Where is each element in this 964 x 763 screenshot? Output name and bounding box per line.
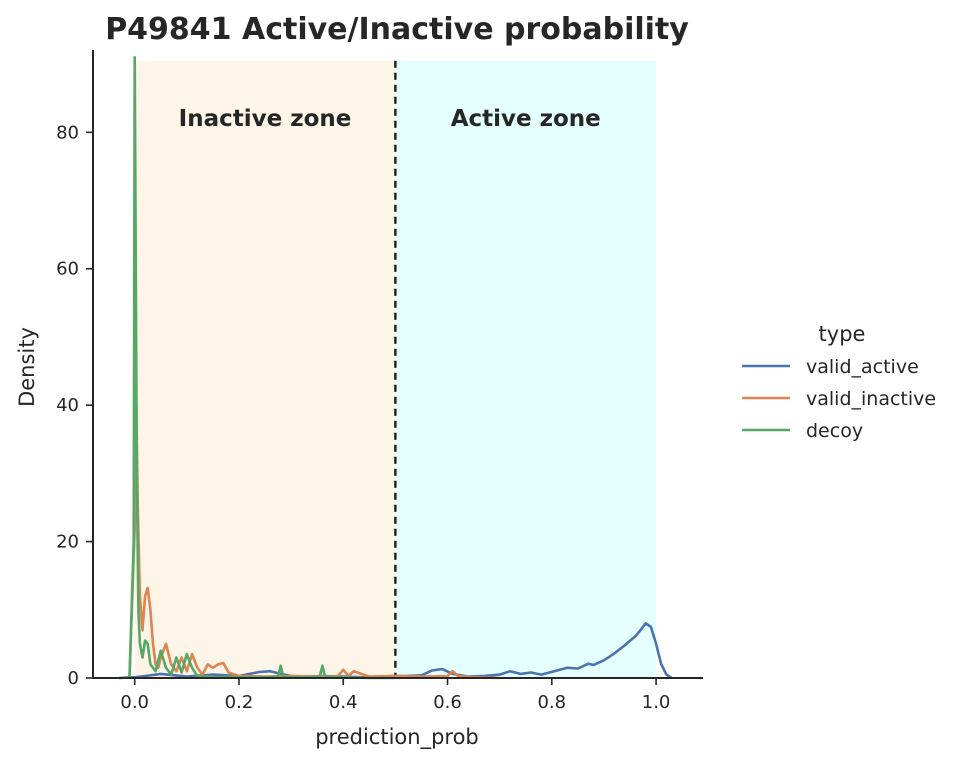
- y-tick-label: 20: [56, 532, 79, 553]
- x-tick-label: 0.2: [225, 692, 254, 713]
- x-axis-label: prediction_prob: [315, 725, 479, 750]
- zone-inactive: [134, 60, 396, 678]
- zones-layer: [134, 60, 657, 678]
- x-ticks: 0.0 0.2 0.4 0.6 0.8 1.0: [120, 678, 670, 713]
- zone-active: [395, 60, 657, 678]
- x-tick-label: 0.4: [329, 692, 358, 713]
- y-axis-label: Density: [15, 327, 39, 407]
- chart-title: P49841 Active/Inactive probability: [105, 12, 689, 47]
- y-tick-label: 40: [56, 395, 79, 416]
- x-tick-label: 1.0: [642, 692, 671, 713]
- y-tick-label: 0: [68, 668, 79, 689]
- legend-label-valid-active: valid_active: [806, 356, 919, 378]
- series-valid-inactive: [128, 366, 500, 680]
- x-tick-label: 0.6: [433, 692, 462, 713]
- zone-label-inactive: Inactive zone: [179, 106, 352, 132]
- x-tick-label: 0.0: [120, 692, 149, 713]
- zone-label-active: Active zone: [451, 106, 601, 132]
- y-ticks: 0 20 40 60 80: [56, 122, 93, 689]
- legend-label-valid-inactive: valid_inactive: [806, 388, 936, 410]
- legend-title: type: [819, 322, 866, 346]
- axes-layer: [92, 50, 703, 679]
- y-tick-label: 80: [56, 122, 79, 143]
- legend-label-decoy: decoy: [806, 420, 863, 442]
- x-tick-label: 0.8: [537, 692, 566, 713]
- y-tick-label: 60: [56, 259, 79, 280]
